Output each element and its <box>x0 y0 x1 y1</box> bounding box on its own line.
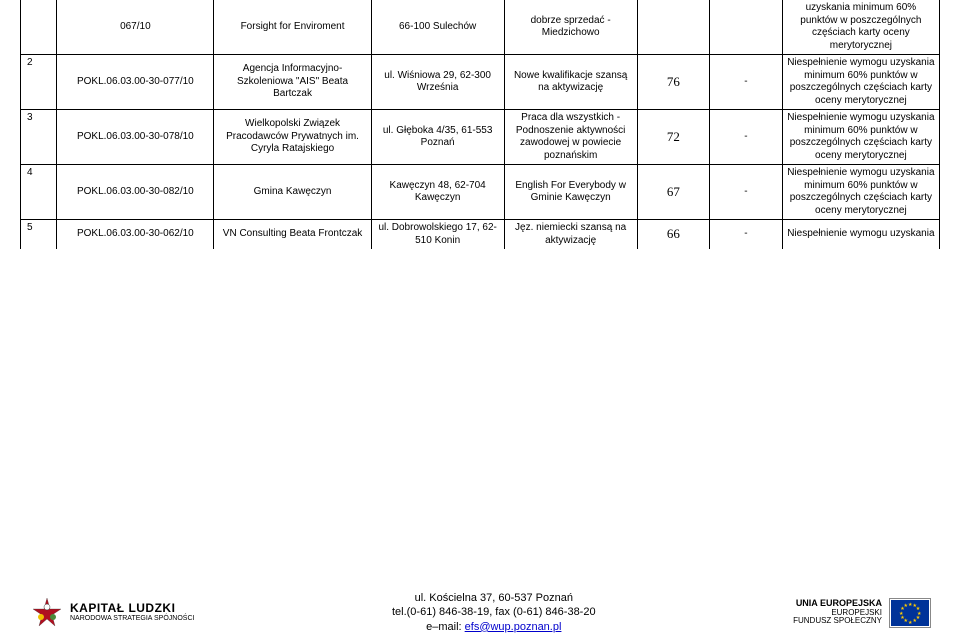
table-row: 2POKL.06.03.00-30-077/10Agencja Informac… <box>21 55 940 110</box>
table-row: 5POKL.06.03.00-30-062/10VN Consulting Be… <box>21 220 940 250</box>
dash: - <box>710 165 783 220</box>
table-row: 4POKL.06.03.00-30-082/10Gmina KawęczynKa… <box>21 165 940 220</box>
row-number: 5 <box>21 220 57 250</box>
remarks: Niespełnienie wymogu uzyskania minimum 6… <box>782 55 939 110</box>
project-id: 067/10 <box>57 0 214 55</box>
footer-address-2: tel.(0-61) 846-38-19, fax (0-61) 846-38-… <box>392 605 596 619</box>
footer-contact: ul. Kościelna 37, 60-537 Poznań tel.(0-6… <box>392 591 596 634</box>
address: Kawęczyn 48, 62-704 Kawęczyn <box>371 165 504 220</box>
project-title: Nowe kwalifikacje szansą na aktywizację <box>504 55 637 110</box>
footer-email-link[interactable]: efs@wup.poznan.pl <box>465 621 562 633</box>
score: 76 <box>637 55 710 110</box>
project-title: Jęz. niemiecki szansą na aktywizację <box>504 220 637 250</box>
kl-subtitle: NARODOWA STRATEGIA SPÓJNOŚCI <box>70 615 194 623</box>
footer-email-label: e–mail: <box>426 621 465 633</box>
dash: - <box>710 220 783 250</box>
dash: - <box>710 110 783 165</box>
organization: Forsight for Enviroment <box>214 0 371 55</box>
score <box>637 0 710 55</box>
organization: Wielkopolski Związek Pracodawców Prywatn… <box>214 110 371 165</box>
kl-title: KAPITAŁ LUDZKI <box>70 602 194 615</box>
row-number: 3 <box>21 110 57 165</box>
kapital-ludzki-icon <box>30 596 64 630</box>
project-title: Praca dla wszystkich - Podnoszenie aktyw… <box>504 110 637 165</box>
footer-left-logo: KAPITAŁ LUDZKI NARODOWA STRATEGIA SPÓJNO… <box>30 596 194 630</box>
organization: VN Consulting Beata Frontczak <box>214 220 371 250</box>
table-row: 067/10Forsight for Enviroment66-100 Sule… <box>21 0 940 55</box>
address: ul. Wiśniowa 29, 62-300 Września <box>371 55 504 110</box>
page-footer: KAPITAŁ LUDZKI NARODOWA STRATEGIA SPÓJNO… <box>0 591 960 634</box>
dash <box>710 0 783 55</box>
remarks: Niespełnienie wymogu uzyskania minimum 6… <box>782 165 939 220</box>
project-id: POKL.06.03.00-30-062/10 <box>57 220 214 250</box>
score: 72 <box>637 110 710 165</box>
address: ul. Głęboka 4/35, 61-553 Poznań <box>371 110 504 165</box>
row-number: 4 <box>21 165 57 220</box>
projects-table: 067/10Forsight for Enviroment66-100 Sule… <box>20 0 940 249</box>
footer-right-logo: UNIA EUROPEJSKA EUROPEJSKI FUNDUSZ SPOŁE… <box>793 599 930 627</box>
footer-address-1: ul. Kościelna 37, 60-537 Poznań <box>392 591 596 605</box>
remarks: Niespełnienie wymogu uzyskania <box>782 220 939 250</box>
dash: - <box>710 55 783 110</box>
organization: Agencja Informacyjno-Szkoleniowa "AIS" B… <box>214 55 371 110</box>
eu-flag-icon: ★★★★★★★★★★★★ <box>890 599 930 627</box>
project-title: English For Everybody w Gminie Kawęczyn <box>504 165 637 220</box>
remarks: uzyskania minimum 60% punktów w poszczeg… <box>782 0 939 55</box>
project-title: dobrze sprzedać - Miedzichowo <box>504 0 637 55</box>
eu-sub2: FUNDUSZ SPOŁECZNY <box>793 617 882 626</box>
project-id: POKL.06.03.00-30-078/10 <box>57 110 214 165</box>
organization: Gmina Kawęczyn <box>214 165 371 220</box>
address: 66-100 Sulechów <box>371 0 504 55</box>
address: ul. Dobrowolskiego 17, 62-510 Konin <box>371 220 504 250</box>
remarks: Niespełnienie wymogu uzyskania minimum 6… <box>782 110 939 165</box>
table-row: 3POKL.06.03.00-30-078/10Wielkopolski Zwi… <box>21 110 940 165</box>
row-number: 2 <box>21 55 57 110</box>
score: 66 <box>637 220 710 250</box>
project-id: POKL.06.03.00-30-082/10 <box>57 165 214 220</box>
score: 67 <box>637 165 710 220</box>
project-id: POKL.06.03.00-30-077/10 <box>57 55 214 110</box>
row-number <box>21 0 57 55</box>
